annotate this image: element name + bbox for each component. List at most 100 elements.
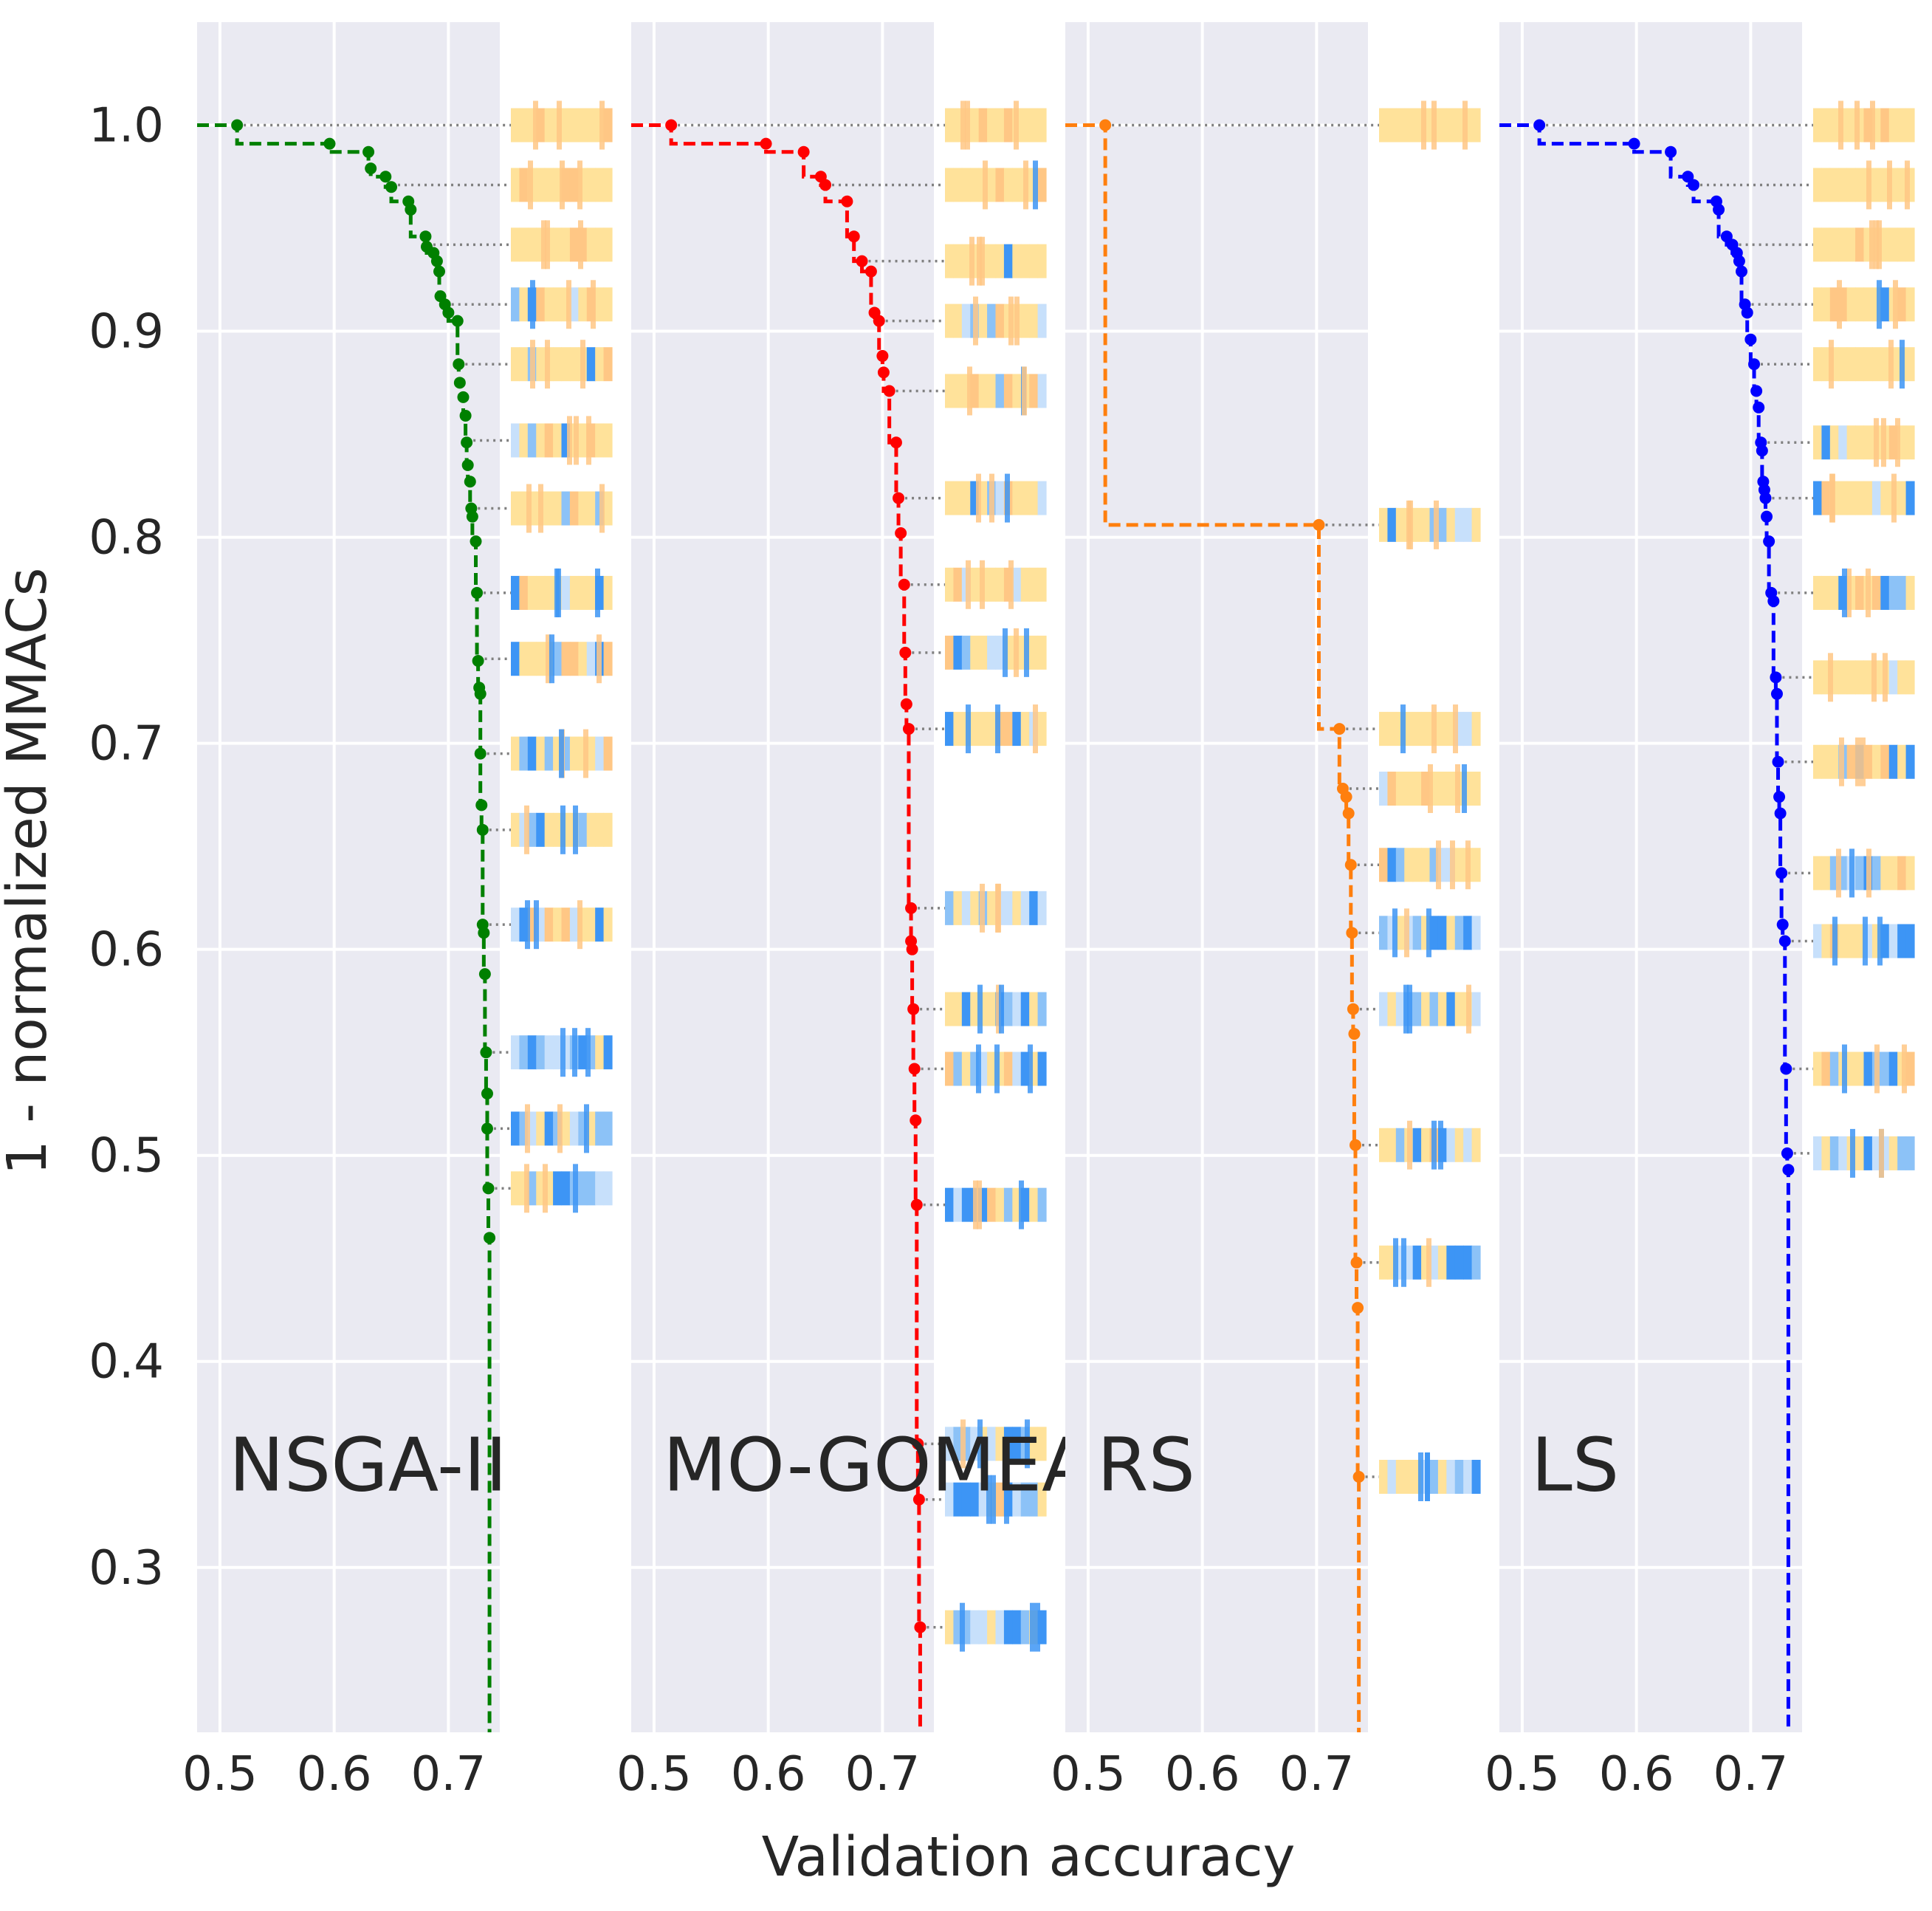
data-point (1352, 1470, 1365, 1483)
strip-cell (561, 347, 571, 382)
strip-cell (536, 575, 546, 610)
strip-cell (527, 736, 537, 771)
strip-cell (1446, 1245, 1456, 1280)
strip-cell (1897, 287, 1907, 322)
strip-cell (536, 108, 546, 143)
x-tick-label: 0.5 (1485, 1747, 1560, 1802)
data-point (900, 698, 912, 710)
strip-cell (595, 168, 605, 202)
strip-cell (553, 642, 563, 676)
strip-accent (1829, 340, 1834, 389)
strip-accent (1870, 100, 1875, 150)
strip-cell (1905, 108, 1915, 143)
data-point (914, 1621, 927, 1633)
strip-cell (987, 635, 997, 670)
strip-cell (1838, 347, 1848, 382)
architecture-strip (945, 628, 1047, 677)
strip-cell (953, 1427, 963, 1461)
data-point (883, 385, 895, 397)
strip-cell (995, 303, 1005, 338)
data-point (1628, 137, 1640, 150)
y-tick-label: 0.9 (89, 305, 164, 360)
strip-cell (1813, 347, 1823, 382)
architecture-strip (1813, 418, 1915, 467)
strip-accent (969, 236, 974, 286)
strip-cell (1829, 1051, 1839, 1086)
architecture-strip (511, 1028, 613, 1077)
data-point (1778, 935, 1791, 947)
strip-cell (1012, 992, 1022, 1026)
strip-cell (970, 992, 980, 1026)
strip-accent (1392, 908, 1398, 958)
strip-accent (996, 883, 1001, 933)
x-tick-label: 0.7 (1279, 1747, 1354, 1802)
strip-cell (1888, 744, 1898, 779)
data-point (895, 527, 907, 540)
strip-cell (1855, 287, 1865, 322)
data-point (1772, 755, 1784, 768)
strip-cell (987, 712, 997, 747)
strip-cell (995, 1610, 1005, 1644)
strip-accent (541, 220, 546, 270)
strip-cell (1387, 712, 1397, 747)
strip-accent (960, 1602, 965, 1652)
strip-cell (595, 347, 605, 382)
strip-cell (1029, 1427, 1039, 1461)
strip-cell (1880, 1051, 1890, 1086)
strip-accent (1393, 1238, 1398, 1287)
strip-cell (1897, 856, 1907, 891)
strip-accent (973, 1180, 978, 1229)
strip-cell (1905, 744, 1915, 779)
strip-cell (1838, 660, 1848, 695)
strip-accent (560, 160, 565, 210)
strip-cell (1412, 1245, 1422, 1280)
strip-accent (1408, 500, 1413, 549)
strip-cell (1029, 244, 1039, 278)
strip-cell (1880, 287, 1890, 322)
data-point (1767, 595, 1780, 608)
strip-cell (995, 567, 1005, 602)
strip-cell (945, 244, 955, 278)
strip-accent (977, 984, 983, 1034)
strip-cell (945, 168, 955, 202)
strip-cell (1454, 1245, 1464, 1280)
architecture-strip (1813, 340, 1915, 389)
strip-cell (1897, 481, 1907, 515)
data-point (1348, 1028, 1361, 1040)
strip-cell (1387, 848, 1397, 882)
data-point (471, 586, 484, 599)
strip-cell (519, 491, 529, 526)
strip-cell (519, 736, 529, 771)
strip-cell (1888, 660, 1898, 695)
data-point (1759, 492, 1772, 504)
strip-accent (1900, 340, 1905, 389)
data-point (379, 171, 392, 183)
strip-accent (1008, 296, 1014, 346)
strip-accent (1883, 653, 1888, 702)
strip-cell (1395, 1459, 1405, 1494)
x-tick-label: 0.6 (731, 1747, 806, 1802)
strip-cell (595, 812, 605, 847)
strip-accent (1033, 704, 1038, 754)
data-point (464, 476, 476, 488)
data-point (902, 723, 915, 735)
data-point (864, 265, 877, 278)
strip-cell (1880, 227, 1890, 262)
strip-cell (995, 481, 1005, 515)
strip-cell (519, 642, 529, 676)
strip-cell (945, 481, 955, 515)
strip-cell (953, 891, 963, 925)
strip-cell (1437, 712, 1447, 747)
pareto-step-line (1065, 123, 1361, 1732)
strip-cell (569, 108, 579, 143)
strip-cell (1871, 856, 1881, 891)
strip-cell (1855, 1136, 1865, 1170)
strip-cell (595, 1035, 605, 1070)
strip-accent (960, 100, 966, 150)
strip-cell (1846, 744, 1856, 779)
data-point (848, 230, 860, 243)
strip-cell (569, 908, 579, 942)
data-point (405, 203, 417, 216)
data-point (1770, 671, 1782, 684)
strip-cell (1897, 924, 1907, 958)
